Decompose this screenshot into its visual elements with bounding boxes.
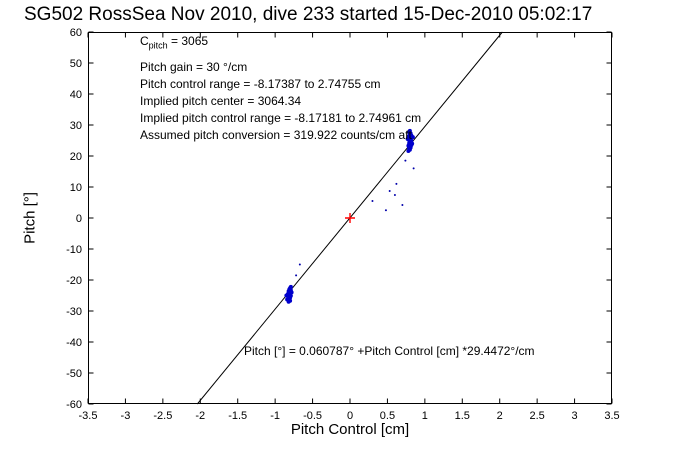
cpitch-sub: pitch bbox=[148, 40, 168, 51]
x-axis-label: Pitch Control [cm] bbox=[290, 421, 410, 438]
x-tick-label: -0.5 bbox=[303, 410, 322, 422]
x-tick-label: 3.5 bbox=[604, 410, 619, 422]
annotation-implied-pitch-control-range: Implied pitch control range = -8.17181 t… bbox=[140, 111, 422, 126]
y-tick-label: 40 bbox=[70, 89, 82, 101]
implied-pitch-center-marker bbox=[345, 213, 355, 223]
dot-marker bbox=[371, 199, 374, 202]
dot-marker bbox=[284, 293, 289, 298]
cpitch-rest: = 3065 bbox=[167, 34, 209, 48]
x-tick-label: 1 bbox=[422, 410, 428, 422]
dot-marker bbox=[288, 284, 293, 289]
x-tick-label: -1 bbox=[270, 410, 280, 422]
y-tick-label: 30 bbox=[70, 120, 82, 132]
chart-title: SG502 RossSea Nov 2010, dive 233 started… bbox=[24, 4, 593, 25]
x-tick-label: 3 bbox=[572, 410, 578, 422]
y-tick-label: 20 bbox=[70, 151, 82, 163]
y-tick-label: -60 bbox=[66, 399, 82, 411]
dot-marker bbox=[384, 209, 387, 212]
x-tick-label: -3 bbox=[121, 410, 131, 422]
dot-marker bbox=[388, 190, 391, 193]
y-tick-label: -10 bbox=[66, 244, 82, 256]
x-tick-label: 2 bbox=[497, 410, 503, 422]
y-axis-label: Pitch [°] bbox=[21, 192, 39, 244]
pitch-samples-up-cluster bbox=[405, 128, 415, 154]
y-tick-label: 10 bbox=[70, 182, 82, 194]
y-tick-label: -40 bbox=[66, 337, 82, 349]
dot-marker bbox=[404, 159, 407, 162]
x-tick-label: -1.5 bbox=[228, 410, 247, 422]
dot-marker bbox=[407, 128, 412, 133]
dot-marker bbox=[298, 263, 301, 266]
y-tick-label: -20 bbox=[66, 275, 82, 287]
dot-marker bbox=[289, 290, 294, 295]
dot-marker bbox=[405, 136, 410, 141]
annotation-pitch-gain: Pitch gain = 30 °/cm bbox=[140, 60, 248, 75]
dot-marker bbox=[401, 203, 404, 206]
pitch-samples-down-cluster bbox=[284, 284, 294, 304]
x-tick-label: -2 bbox=[195, 410, 205, 422]
plus-marker bbox=[345, 213, 355, 223]
y-tick-label: 60 bbox=[70, 27, 82, 39]
pitch-samples-sparse bbox=[295, 159, 415, 277]
x-tick-label: 0 bbox=[347, 410, 353, 422]
cpitch-base: C bbox=[140, 34, 149, 48]
annotation-assumed-pitch-conversion: Assumed pitch conversion = 319.922 count… bbox=[140, 128, 412, 143]
dot-marker bbox=[412, 167, 415, 170]
y-tick-label: -30 bbox=[66, 306, 82, 318]
y-tick-label: 0 bbox=[76, 213, 82, 225]
dot-marker bbox=[410, 141, 415, 146]
dot-marker bbox=[395, 182, 398, 185]
x-tick-label: 1.5 bbox=[455, 410, 470, 422]
x-tick-label: -2.5 bbox=[153, 410, 172, 422]
dot-marker bbox=[286, 299, 291, 304]
annotation-cpitch: Cpitch = 3065 bbox=[140, 33, 421, 54]
y-tick-label: -50 bbox=[66, 368, 82, 380]
dot-marker bbox=[295, 274, 298, 277]
x-tick-label: -3.5 bbox=[79, 410, 98, 422]
y-tick-label: 50 bbox=[70, 58, 82, 70]
annotation-implied-pitch-center: Implied pitch center = 3064.34 bbox=[140, 94, 302, 109]
annotation-block: Cpitch = 3065 Pitch gain = 30 °/cm Pitch… bbox=[140, 33, 421, 144]
annotation-pitch-control-range: Pitch control range = -8.17387 to 2.7475… bbox=[140, 77, 381, 92]
x-tick-label: 2.5 bbox=[529, 410, 544, 422]
x-tick-label: 0.5 bbox=[380, 410, 395, 422]
dot-marker bbox=[410, 135, 415, 140]
fit-equation: Pitch [°] = 0.060787° +Pitch Control [cm… bbox=[244, 344, 535, 358]
dot-marker bbox=[393, 194, 396, 197]
